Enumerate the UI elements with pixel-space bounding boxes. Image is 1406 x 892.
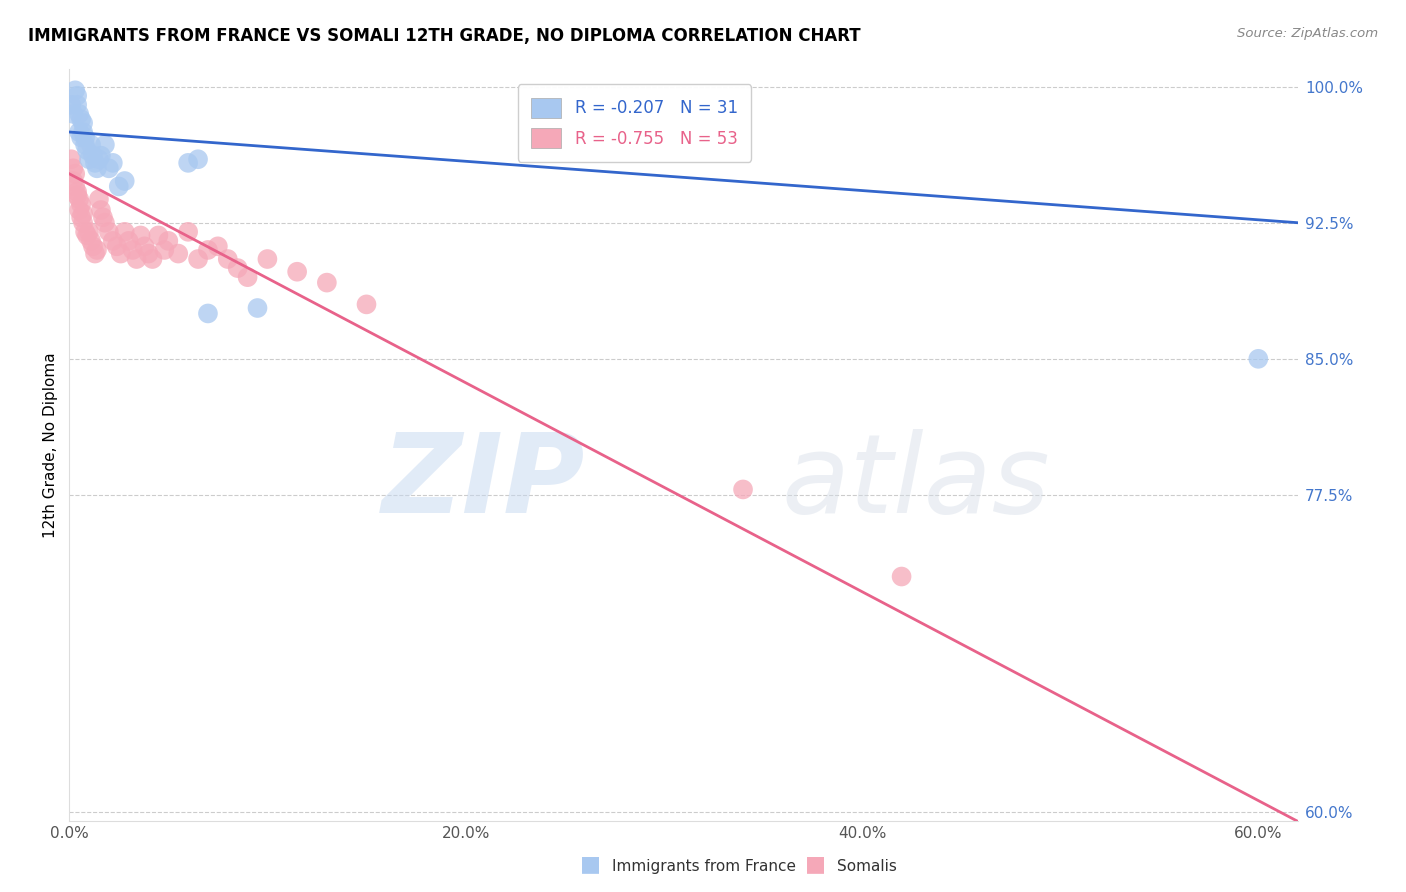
- Point: [70, 112, 93, 127]
- Point: [62, 161, 84, 176]
- Point: [63, 167, 86, 181]
- Point: [77, 225, 100, 239]
- Point: [110, 246, 132, 260]
- Point: [75, 137, 97, 152]
- Point: [84, 246, 107, 260]
- Point: [177, 225, 200, 239]
- Point: [90, 148, 112, 162]
- Point: [80, 137, 103, 152]
- Text: ■: ■: [806, 855, 825, 874]
- Point: [101, 234, 124, 248]
- Point: [60, 97, 83, 112]
- Point: [207, 239, 229, 253]
- Text: Source: ZipAtlas.com: Source: ZipAtlas.com: [1237, 27, 1378, 40]
- Point: [129, 228, 152, 243]
- Text: atlas: atlas: [782, 429, 1050, 536]
- Point: [114, 225, 136, 239]
- Point: [315, 276, 337, 290]
- Point: [70, 211, 93, 225]
- Text: ■: ■: [581, 855, 600, 874]
- Point: [134, 239, 156, 253]
- Point: [114, 174, 136, 188]
- Point: [66, 88, 89, 103]
- Point: [62, 107, 84, 121]
- Point: [67, 125, 90, 139]
- Text: Immigrants from France: Immigrants from France: [612, 859, 796, 874]
- Point: [177, 156, 200, 170]
- Point: [63, 83, 86, 97]
- Point: [141, 252, 163, 266]
- Point: [72, 207, 94, 221]
- Point: [75, 225, 97, 239]
- Point: [72, 116, 94, 130]
- Point: [80, 234, 103, 248]
- Point: [67, 107, 90, 121]
- Point: [187, 153, 209, 167]
- Point: [187, 252, 209, 266]
- Point: [197, 243, 219, 257]
- Point: [66, 97, 89, 112]
- Point: [256, 252, 278, 266]
- Point: [285, 265, 308, 279]
- Legend: R = -0.207   N = 31, R = -0.755   N = 53: R = -0.207 N = 31, R = -0.755 N = 53: [517, 85, 751, 161]
- Point: [82, 148, 104, 162]
- Point: [148, 228, 170, 243]
- Point: [118, 234, 141, 248]
- Point: [72, 125, 94, 139]
- Point: [125, 252, 148, 266]
- Point: [76, 228, 98, 243]
- Y-axis label: 12th Grade, No Diploma: 12th Grade, No Diploma: [44, 352, 58, 538]
- Point: [138, 246, 160, 260]
- Point: [217, 252, 239, 266]
- Point: [167, 246, 190, 260]
- Point: [60, 153, 83, 167]
- Point: [87, 153, 110, 167]
- Point: [76, 143, 98, 157]
- Point: [62, 174, 84, 188]
- Text: IMMIGRANTS FROM FRANCE VS SOMALI 12TH GRADE, NO DIPLOMA CORRELATION CHART: IMMIGRANTS FROM FRANCE VS SOMALI 12TH GR…: [28, 27, 860, 45]
- Point: [66, 188, 89, 202]
- Point: [70, 130, 93, 145]
- Point: [90, 202, 112, 217]
- Point: [197, 306, 219, 320]
- Point: [87, 192, 110, 206]
- Point: [105, 239, 128, 253]
- Point: [107, 179, 129, 194]
- Point: [97, 161, 120, 176]
- Point: [153, 243, 176, 257]
- Text: Somalis: Somalis: [837, 859, 897, 874]
- Text: ZIP: ZIP: [382, 429, 585, 536]
- Point: [75, 130, 97, 145]
- Point: [86, 243, 108, 257]
- Point: [890, 569, 912, 583]
- Point: [356, 297, 378, 311]
- Point: [91, 211, 114, 225]
- Point: [70, 197, 93, 211]
- Point: [94, 137, 117, 152]
- Point: [157, 234, 180, 248]
- Point: [67, 202, 90, 217]
- Point: [97, 225, 120, 239]
- Point: [84, 156, 107, 170]
- Point: [226, 261, 249, 276]
- Point: [121, 243, 143, 257]
- Point: [94, 216, 117, 230]
- Point: [1247, 351, 1270, 366]
- Point: [77, 153, 100, 167]
- Point: [63, 179, 86, 194]
- Point: [67, 192, 90, 206]
- Point: [66, 185, 89, 199]
- Point: [72, 216, 94, 230]
- Point: [246, 301, 269, 315]
- Point: [731, 483, 754, 497]
- Point: [86, 161, 108, 176]
- Point: [236, 270, 259, 285]
- Point: [82, 239, 104, 253]
- Point: [101, 156, 124, 170]
